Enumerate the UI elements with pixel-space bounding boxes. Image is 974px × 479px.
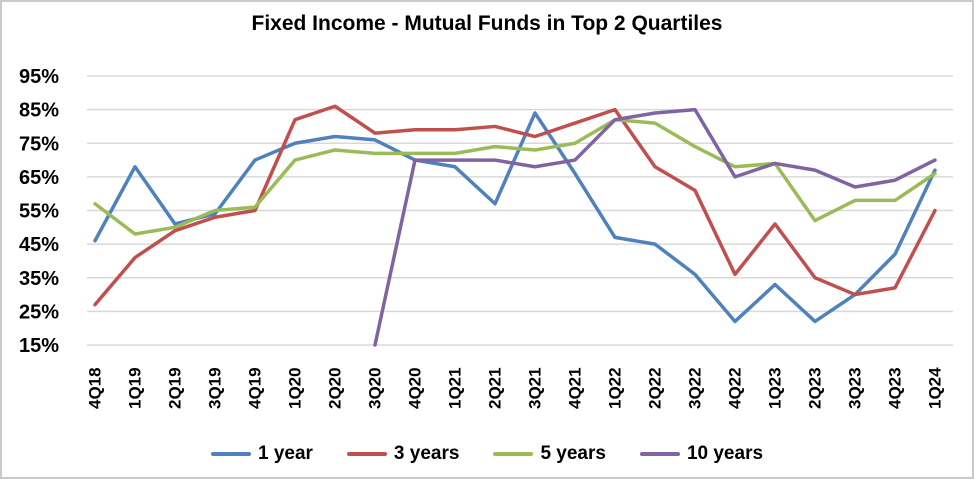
- y-axis-tick-label: 35%: [19, 268, 59, 290]
- series-line-1-year: [93, 111, 937, 324]
- y-axis-tick-label: 25%: [19, 301, 59, 323]
- x-axis-tick-label: 3Q23: [846, 367, 865, 409]
- legend-item-10-years: 10 years: [639, 443, 764, 465]
- y-axis-tick-label: 55%: [19, 201, 59, 223]
- legend-label: 10 years: [686, 443, 764, 464]
- x-axis-tick-label: 2Q21: [486, 367, 505, 409]
- x-axis-tick-label: 4Q21: [566, 367, 585, 409]
- x-axis-tick-label: 1Q23: [766, 367, 785, 409]
- y-axis-tick-label: 75%: [19, 133, 59, 155]
- x-axis-tick-label: 2Q22: [646, 367, 665, 409]
- y-axis-tick-label: 95%: [19, 66, 59, 88]
- x-axis-tick-label: 3Q22: [686, 367, 705, 409]
- chart-canvas: 95% 85% 75% 65% 55% 45% 35% 25% 15% 4Q18 1Q19 2Q19 3…: [19, 66, 953, 409]
- chart-title: Fixed Income - Mutual Funds in Top 2 Qua…: [251, 12, 723, 35]
- legend-swatch-icon: [493, 452, 534, 456]
- legend-swatch-icon: [346, 452, 387, 456]
- x-axis-tick-label: 2Q20: [326, 367, 345, 409]
- x-axis-tick-label: 1Q22: [606, 367, 625, 409]
- legend-swatch-icon: [210, 452, 251, 456]
- x-axis-tick-label: 4Q19: [246, 367, 265, 409]
- x-axis-tick-label: 1Q21: [446, 367, 465, 409]
- x-axis-tick-label: 2Q23: [806, 367, 825, 409]
- y-axis-tick-label: 85%: [19, 100, 59, 122]
- x-axis-tick-label: 2Q19: [166, 367, 185, 409]
- x-axis-tick-label: 4Q23: [886, 367, 905, 409]
- y-axis-tick-label: 45%: [19, 234, 59, 256]
- legend-item-1-year: 1 year: [210, 443, 313, 465]
- x-axis-tick-label: 3Q19: [206, 367, 225, 409]
- x-axis-tick-label: 4Q22: [726, 367, 745, 409]
- legend-label: 1 year: [257, 443, 313, 464]
- series-line-10-years: [373, 107, 937, 347]
- chart-legend: 1 year 3 years 5 years 10 years: [2, 443, 972, 465]
- legend-label: 3 years: [393, 443, 460, 464]
- series-line-3-years: [93, 104, 937, 307]
- x-axis-tick-label: 4Q20: [406, 367, 425, 409]
- legend-label: 5 years: [540, 443, 606, 464]
- legend-swatch-icon: [639, 452, 680, 456]
- x-axis-tick-label: 1Q24: [926, 367, 945, 409]
- x-axis-tick-label: 1Q20: [286, 367, 305, 409]
- series-line-5-years: [93, 117, 937, 236]
- x-axis-tick-label: 3Q21: [526, 367, 545, 409]
- legend-item-3-years: 3 years: [346, 443, 460, 465]
- x-axis-tick-label: 1Q19: [126, 367, 145, 409]
- x-axis-tick-label: 3Q20: [366, 367, 385, 409]
- x-axis-tick-label: 4Q18: [86, 367, 105, 409]
- legend-item-5-years: 5 years: [493, 443, 606, 465]
- y-axis-tick-label: 15%: [19, 335, 59, 357]
- y-axis-tick-label: 65%: [19, 167, 59, 189]
